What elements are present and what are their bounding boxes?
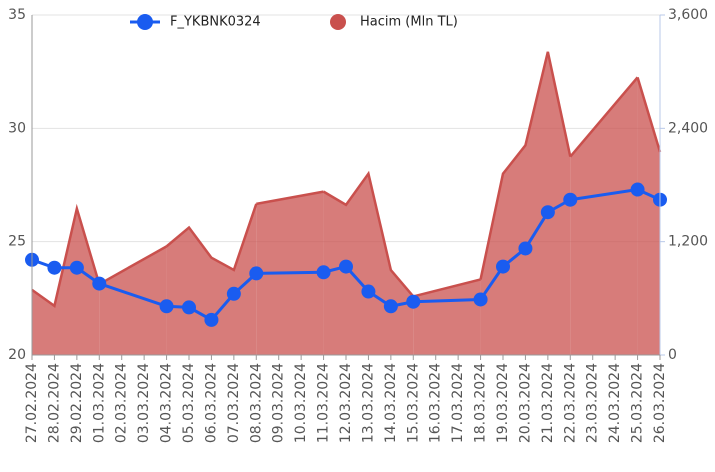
- point: [473, 292, 488, 307]
- x-tick-label: 17.03.2024: [450, 363, 466, 443]
- legend-marker: [330, 14, 346, 30]
- x-tick-label: 14.03.2024: [383, 363, 399, 443]
- point: [249, 266, 264, 281]
- x-tick-label: 19.03.2024: [495, 363, 511, 443]
- point: [316, 265, 331, 280]
- x-tick-label: 23.03.2024: [585, 363, 601, 443]
- area-gap-edge: [98, 245, 168, 286]
- x-tick-label: 01.03.2024: [91, 363, 107, 443]
- area-edge: [31, 203, 101, 308]
- x-tick-label: 05.03.2024: [181, 363, 197, 443]
- point: [159, 299, 174, 314]
- line-gap: [570, 188, 638, 202]
- area-gap-fill: [99, 246, 167, 355]
- area-edge: [322, 170, 415, 298]
- y2-tick-label: 2,400: [668, 120, 708, 136]
- x-tick-label: 08.03.2024: [248, 363, 264, 443]
- x-tick-label: 28.02.2024: [46, 363, 62, 443]
- point: [204, 312, 219, 327]
- x-tick-label: 29.02.2024: [69, 363, 85, 443]
- x-tick-label: 06.03.2024: [203, 363, 219, 443]
- point: [69, 260, 84, 275]
- x-tick-label: 03.03.2024: [136, 363, 152, 443]
- x-tick-label: 04.03.2024: [159, 363, 175, 443]
- point: [182, 300, 196, 315]
- line-gap: [256, 270, 324, 275]
- y-tick-label: 35: [8, 7, 26, 23]
- legend-marker: [137, 14, 153, 30]
- y-tick-label: 30: [8, 120, 26, 136]
- area-edge: [165, 203, 258, 272]
- area-gap-edge: [569, 76, 639, 158]
- area-edge: [636, 76, 662, 153]
- x-tick-label: 02.03.2024: [114, 363, 130, 443]
- point: [496, 259, 510, 274]
- y-tick-label: 25: [8, 234, 26, 250]
- area-gap-fill: [570, 77, 638, 355]
- x-tick-label: 20.03.2024: [517, 363, 533, 443]
- line-gap: [98, 282, 168, 308]
- x-tick-label: 13.03.2024: [360, 363, 376, 443]
- area-gap-edge: [412, 278, 481, 298]
- x-tick-label: 07.03.2024: [226, 363, 242, 443]
- x-tick-label: 24.03.2024: [607, 363, 623, 443]
- area-gap-fill: [413, 279, 481, 355]
- point: [630, 182, 645, 197]
- x-tick-label: 25.03.2024: [630, 363, 646, 443]
- line: [31, 258, 101, 285]
- legend-text: Hacim (Mln TL): [360, 15, 458, 30]
- area: [480, 51, 571, 355]
- x-tick-label: 15.03.2024: [405, 363, 421, 443]
- point: [226, 286, 241, 301]
- point: [383, 299, 398, 314]
- x-tick-label: 22.03.2024: [562, 363, 578, 443]
- area-gap-edge: [256, 190, 324, 206]
- x-tick-label: 18.03.2024: [473, 363, 489, 443]
- x-tick-label: 16.03.2024: [428, 363, 444, 443]
- point: [339, 259, 353, 274]
- area: [637, 77, 660, 355]
- point: [47, 260, 62, 275]
- y-tick-label: 20: [8, 347, 26, 363]
- y2-tick-label: 0: [668, 347, 677, 363]
- point: [540, 205, 555, 220]
- point: [361, 284, 376, 299]
- x-tick-label: 12.03.2024: [338, 363, 354, 443]
- x-tick-label: 26.03.2024: [652, 363, 668, 443]
- point: [92, 276, 107, 291]
- y2-tick-label: 1,200: [668, 234, 708, 250]
- x-tick-label: 09.03.2024: [271, 363, 287, 443]
- area-edge: [479, 51, 572, 280]
- point: [518, 241, 533, 256]
- x-tick-label: 11.03.2024: [316, 363, 332, 443]
- point: [406, 294, 421, 309]
- x-tick-label: 10.03.2024: [293, 363, 309, 443]
- line-gap: [413, 297, 481, 304]
- y2-tick-label: 3,600: [668, 7, 708, 23]
- area: [166, 203, 257, 355]
- point: [563, 192, 578, 207]
- x-tick-label: 27.02.2024: [24, 363, 40, 443]
- x-tick-label: 21.03.2024: [540, 363, 556, 443]
- area: [32, 208, 100, 355]
- legend-text: F_YKBNK0324: [170, 15, 261, 30]
